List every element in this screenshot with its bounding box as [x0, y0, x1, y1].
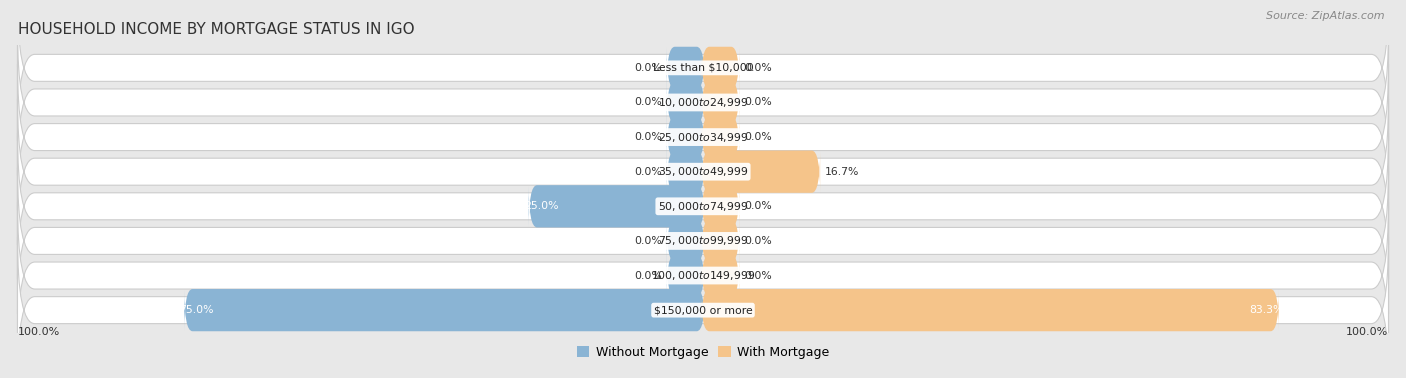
Text: 0.0%: 0.0%: [744, 201, 772, 211]
FancyBboxPatch shape: [17, 237, 1389, 378]
Text: 83.3%: 83.3%: [1250, 305, 1284, 315]
FancyBboxPatch shape: [702, 116, 740, 158]
Text: HOUSEHOLD INCOME BY MORTGAGE STATUS IN IGO: HOUSEHOLD INCOME BY MORTGAGE STATUS IN I…: [17, 22, 415, 37]
FancyBboxPatch shape: [17, 203, 1389, 349]
Text: 0.0%: 0.0%: [634, 236, 662, 246]
FancyBboxPatch shape: [702, 81, 740, 124]
FancyBboxPatch shape: [666, 116, 704, 158]
Legend: Without Mortgage, With Mortgage: Without Mortgage, With Mortgage: [572, 341, 834, 364]
Text: Less than $10,000: Less than $10,000: [652, 63, 754, 73]
Text: Source: ZipAtlas.com: Source: ZipAtlas.com: [1267, 11, 1385, 21]
Text: 0.0%: 0.0%: [634, 271, 662, 280]
FancyBboxPatch shape: [702, 254, 740, 297]
FancyBboxPatch shape: [184, 289, 704, 331]
FancyBboxPatch shape: [702, 150, 820, 193]
Text: 0.0%: 0.0%: [744, 271, 772, 280]
FancyBboxPatch shape: [17, 133, 1389, 279]
FancyBboxPatch shape: [17, 99, 1389, 245]
FancyBboxPatch shape: [702, 220, 740, 262]
Text: 0.0%: 0.0%: [634, 167, 662, 177]
Text: $50,000 to $74,999: $50,000 to $74,999: [658, 200, 748, 213]
Text: 25.0%: 25.0%: [524, 201, 558, 211]
Text: 100.0%: 100.0%: [17, 327, 59, 336]
FancyBboxPatch shape: [666, 81, 704, 124]
Text: 0.0%: 0.0%: [744, 98, 772, 107]
FancyBboxPatch shape: [17, 0, 1389, 141]
FancyBboxPatch shape: [17, 64, 1389, 210]
Text: 0.0%: 0.0%: [634, 98, 662, 107]
Text: $150,000 or more: $150,000 or more: [654, 305, 752, 315]
FancyBboxPatch shape: [666, 47, 704, 89]
Text: 75.0%: 75.0%: [180, 305, 214, 315]
Text: 0.0%: 0.0%: [744, 132, 772, 142]
Text: $25,000 to $34,999: $25,000 to $34,999: [658, 130, 748, 144]
Text: 0.0%: 0.0%: [634, 132, 662, 142]
Text: $35,000 to $49,999: $35,000 to $49,999: [658, 165, 748, 178]
Text: 0.0%: 0.0%: [744, 63, 772, 73]
Text: 0.0%: 0.0%: [634, 63, 662, 73]
FancyBboxPatch shape: [702, 289, 1279, 331]
FancyBboxPatch shape: [666, 150, 704, 193]
Text: 100.0%: 100.0%: [1347, 327, 1389, 336]
FancyBboxPatch shape: [666, 220, 704, 262]
Text: $75,000 to $99,999: $75,000 to $99,999: [658, 234, 748, 248]
FancyBboxPatch shape: [666, 254, 704, 297]
FancyBboxPatch shape: [17, 29, 1389, 175]
Text: 0.0%: 0.0%: [744, 236, 772, 246]
FancyBboxPatch shape: [702, 47, 740, 89]
FancyBboxPatch shape: [702, 185, 740, 228]
FancyBboxPatch shape: [529, 185, 704, 228]
Text: 16.7%: 16.7%: [825, 167, 859, 177]
FancyBboxPatch shape: [17, 168, 1389, 314]
Text: $100,000 to $149,999: $100,000 to $149,999: [651, 269, 755, 282]
Text: $10,000 to $24,999: $10,000 to $24,999: [658, 96, 748, 109]
